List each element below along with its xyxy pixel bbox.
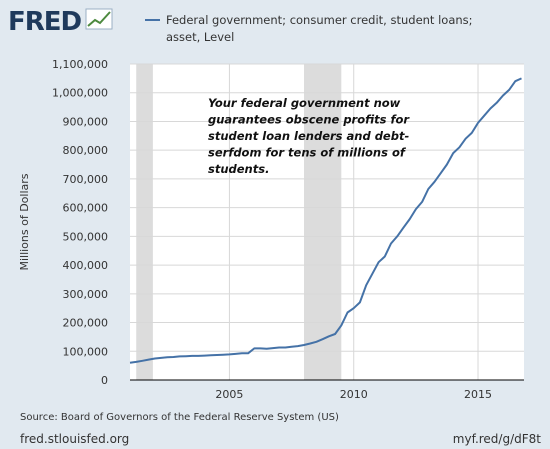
y-tick-label: 700,000: [63, 173, 109, 186]
y-tick-label: 1,100,000: [52, 58, 108, 71]
legend-line-2: asset, Level: [166, 30, 234, 44]
y-tick-label: 1,000,000: [52, 87, 108, 100]
x-tick-label: 2010: [340, 388, 368, 401]
series-group: [129, 77, 522, 364]
x-ticks: 2005 2010 2015: [215, 388, 492, 401]
fred-logo[interactable]: FRED: [8, 7, 113, 37]
y-tick-label: 800,000: [63, 144, 109, 157]
annotation-line: students.: [208, 162, 269, 176]
legend-line-1: Federal government; consumer credit, stu…: [166, 13, 473, 27]
trend-line-icon: [85, 8, 113, 30]
y-tick-label: 500,000: [63, 230, 109, 243]
legend: Federal government; consumer credit, stu…: [145, 13, 473, 44]
source-note: Source: Board of Governors of the Federa…: [20, 412, 339, 423]
recession-band-1: [304, 64, 342, 380]
gridlines: [130, 63, 524, 381]
x-tick-label: 2005: [215, 388, 243, 401]
annotation-line: serfdom for tens of millions of: [208, 146, 407, 160]
x-tick-label: 2015: [464, 388, 492, 401]
series-line-0: [129, 77, 522, 364]
y-tick-label: 900,000: [63, 115, 109, 128]
recession-band-0: [136, 64, 153, 380]
y-tick-label: 200,000: [63, 317, 109, 330]
annotation-line: student loan lenders and debt-: [208, 129, 409, 143]
footer-right[interactable]: myf.red/g/dF8t: [453, 432, 541, 446]
y-tick-label: 300,000: [63, 288, 109, 301]
annotation: Your federal government now guarantees ob…: [208, 96, 410, 176]
y-axis-label: Millions of Dollars: [18, 173, 31, 270]
footer-left[interactable]: fred.stlouisfed.org: [20, 432, 129, 446]
y-ticks: 0 100,000 200,000 300,000 400,000 500,000 600,…: [52, 58, 108, 387]
annotation-line: guarantees obscene profits for: [208, 113, 410, 127]
y-tick-label: 100,000: [63, 345, 109, 358]
logo-text: FRED: [8, 7, 82, 37]
y-tick-label: 0: [101, 374, 108, 387]
recession-bands: [136, 64, 342, 380]
annotation-line: Your federal government now: [208, 96, 401, 110]
y-tick-label: 400,000: [63, 259, 109, 272]
y-tick-label: 600,000: [63, 202, 109, 215]
